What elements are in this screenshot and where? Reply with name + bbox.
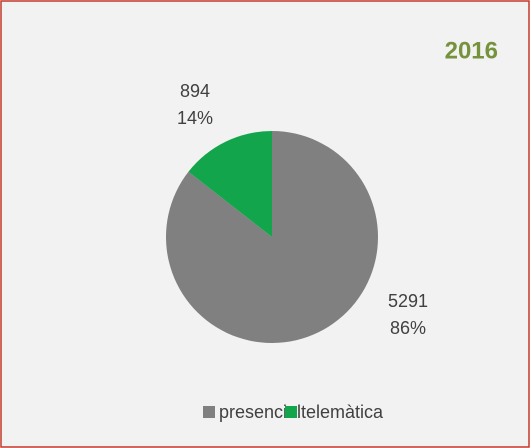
legend-swatch [203,406,215,418]
legend-label: presencial [219,402,301,422]
data-label: 5291 [388,291,428,311]
percent-label: 86% [390,318,426,338]
legend-swatch [285,406,297,418]
pie-slice [188,131,272,237]
legend-label: telemàtica [301,402,384,422]
pie-slice [165,131,378,343]
data-label: 894 [180,81,210,101]
chart-title: 2016 [445,37,498,64]
percent-label: 14% [177,108,213,128]
